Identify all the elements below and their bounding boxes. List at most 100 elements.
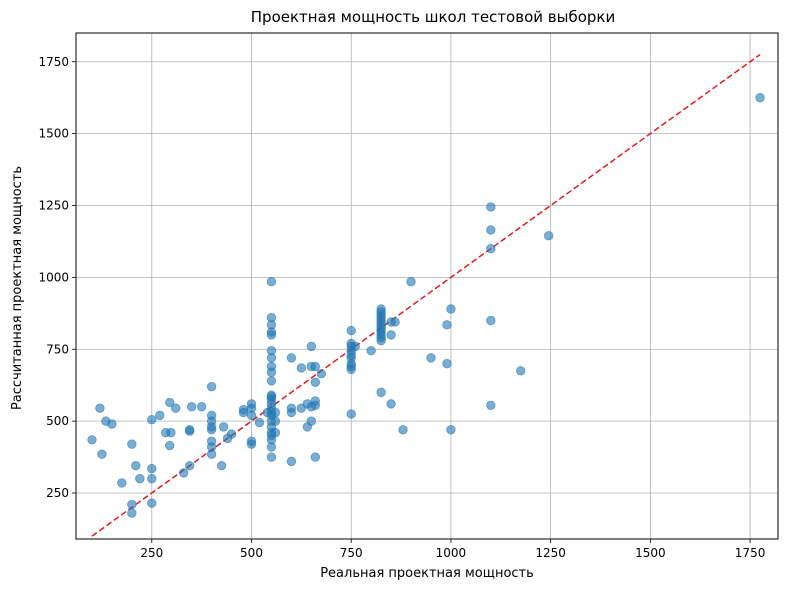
data-point xyxy=(171,403,181,413)
data-point xyxy=(486,202,496,212)
data-point xyxy=(316,368,327,379)
data-point xyxy=(442,320,452,330)
data-point xyxy=(246,410,257,421)
data-point xyxy=(254,417,265,428)
y-tick-label: 250 xyxy=(46,486,69,500)
data-point xyxy=(266,367,277,377)
data-point xyxy=(266,376,277,386)
data-point xyxy=(376,335,386,346)
x-tick-label: 1250 xyxy=(535,546,566,560)
y-tick-label: 1750 xyxy=(38,55,69,69)
data-point xyxy=(442,358,452,369)
data-point xyxy=(97,449,107,459)
data-point xyxy=(127,439,137,449)
x-tick-label: 500 xyxy=(240,546,263,560)
data-point xyxy=(266,353,277,363)
data-point xyxy=(310,400,321,411)
data-point xyxy=(87,435,97,445)
data-point xyxy=(147,414,157,425)
reference-line xyxy=(91,53,761,537)
data-point xyxy=(216,460,227,471)
data-point xyxy=(186,402,197,412)
data-point xyxy=(184,460,195,471)
data-point xyxy=(147,473,157,484)
data-point xyxy=(165,440,175,451)
data-point xyxy=(486,225,496,235)
data-point xyxy=(155,410,165,421)
data-point xyxy=(266,452,277,462)
data-point xyxy=(486,400,496,411)
data-point xyxy=(486,243,496,254)
data-point xyxy=(178,468,189,478)
data-point xyxy=(446,304,456,314)
y-tick-label: 1250 xyxy=(38,199,69,213)
data-point xyxy=(398,425,408,435)
x-axis-ticks: 250 500 750 1000 1250 1500 1750 xyxy=(140,539,765,560)
data-point xyxy=(246,439,257,449)
plot-frame xyxy=(75,32,779,540)
data-point xyxy=(426,353,436,363)
y-tick-label: 500 xyxy=(46,414,69,428)
data-point xyxy=(127,499,137,510)
data-point xyxy=(376,387,386,398)
data-point xyxy=(206,425,217,435)
data-point xyxy=(286,407,297,418)
y-tick-label: 1500 xyxy=(38,127,69,141)
data-point xyxy=(238,404,249,415)
x-tick-label: 250 xyxy=(140,546,163,560)
data-point xyxy=(206,449,217,459)
data-point xyxy=(266,276,277,287)
data-point xyxy=(346,409,356,419)
data-point xyxy=(266,442,277,452)
data-point xyxy=(366,345,376,356)
data-points xyxy=(87,92,765,518)
y-axis-ticks: 250 500 750 1000 1250 1500 1750 xyxy=(38,55,76,500)
data-point xyxy=(266,330,277,340)
data-point xyxy=(516,366,526,376)
data-point xyxy=(226,429,237,439)
data-point xyxy=(406,276,416,287)
data-point xyxy=(446,425,456,435)
data-point xyxy=(310,361,321,372)
data-point xyxy=(310,452,321,462)
data-point xyxy=(755,92,765,103)
data-point xyxy=(218,422,229,432)
data-point xyxy=(184,426,195,436)
data-point xyxy=(486,315,496,326)
data-point xyxy=(147,498,157,508)
data-point xyxy=(310,377,321,388)
x-tick-label: 1750 xyxy=(735,546,766,560)
data-point xyxy=(270,427,281,438)
data-point xyxy=(206,381,217,392)
data-point xyxy=(166,427,176,438)
chart-title: Проектная мощность школ тестовой выборки xyxy=(251,8,615,26)
data-point xyxy=(286,456,297,467)
data-point xyxy=(107,419,117,429)
y-tick-label: 1000 xyxy=(38,270,69,284)
x-axis-label: Реальная проектная мощность xyxy=(320,566,534,581)
data-point xyxy=(135,473,145,484)
data-point xyxy=(386,399,396,409)
data-point xyxy=(127,508,137,518)
data-point xyxy=(306,416,317,426)
data-point xyxy=(95,403,105,413)
x-tick-label: 1500 xyxy=(635,546,666,560)
data-point xyxy=(131,460,141,471)
x-tick-label: 1000 xyxy=(436,546,467,560)
data-point xyxy=(390,317,400,327)
data-point xyxy=(196,402,207,412)
y-axis-label: Рассчитанная проектная мощность xyxy=(10,166,25,410)
data-point xyxy=(117,478,127,488)
data-point xyxy=(543,230,554,241)
data-point xyxy=(165,397,175,408)
y-tick-label: 750 xyxy=(46,342,69,356)
data-point xyxy=(270,416,281,426)
data-point xyxy=(346,364,356,375)
data-point xyxy=(270,407,281,418)
data-point xyxy=(386,330,396,340)
data-point xyxy=(350,341,360,352)
data-point xyxy=(306,341,317,352)
data-point xyxy=(286,353,297,363)
data-point xyxy=(147,463,157,474)
